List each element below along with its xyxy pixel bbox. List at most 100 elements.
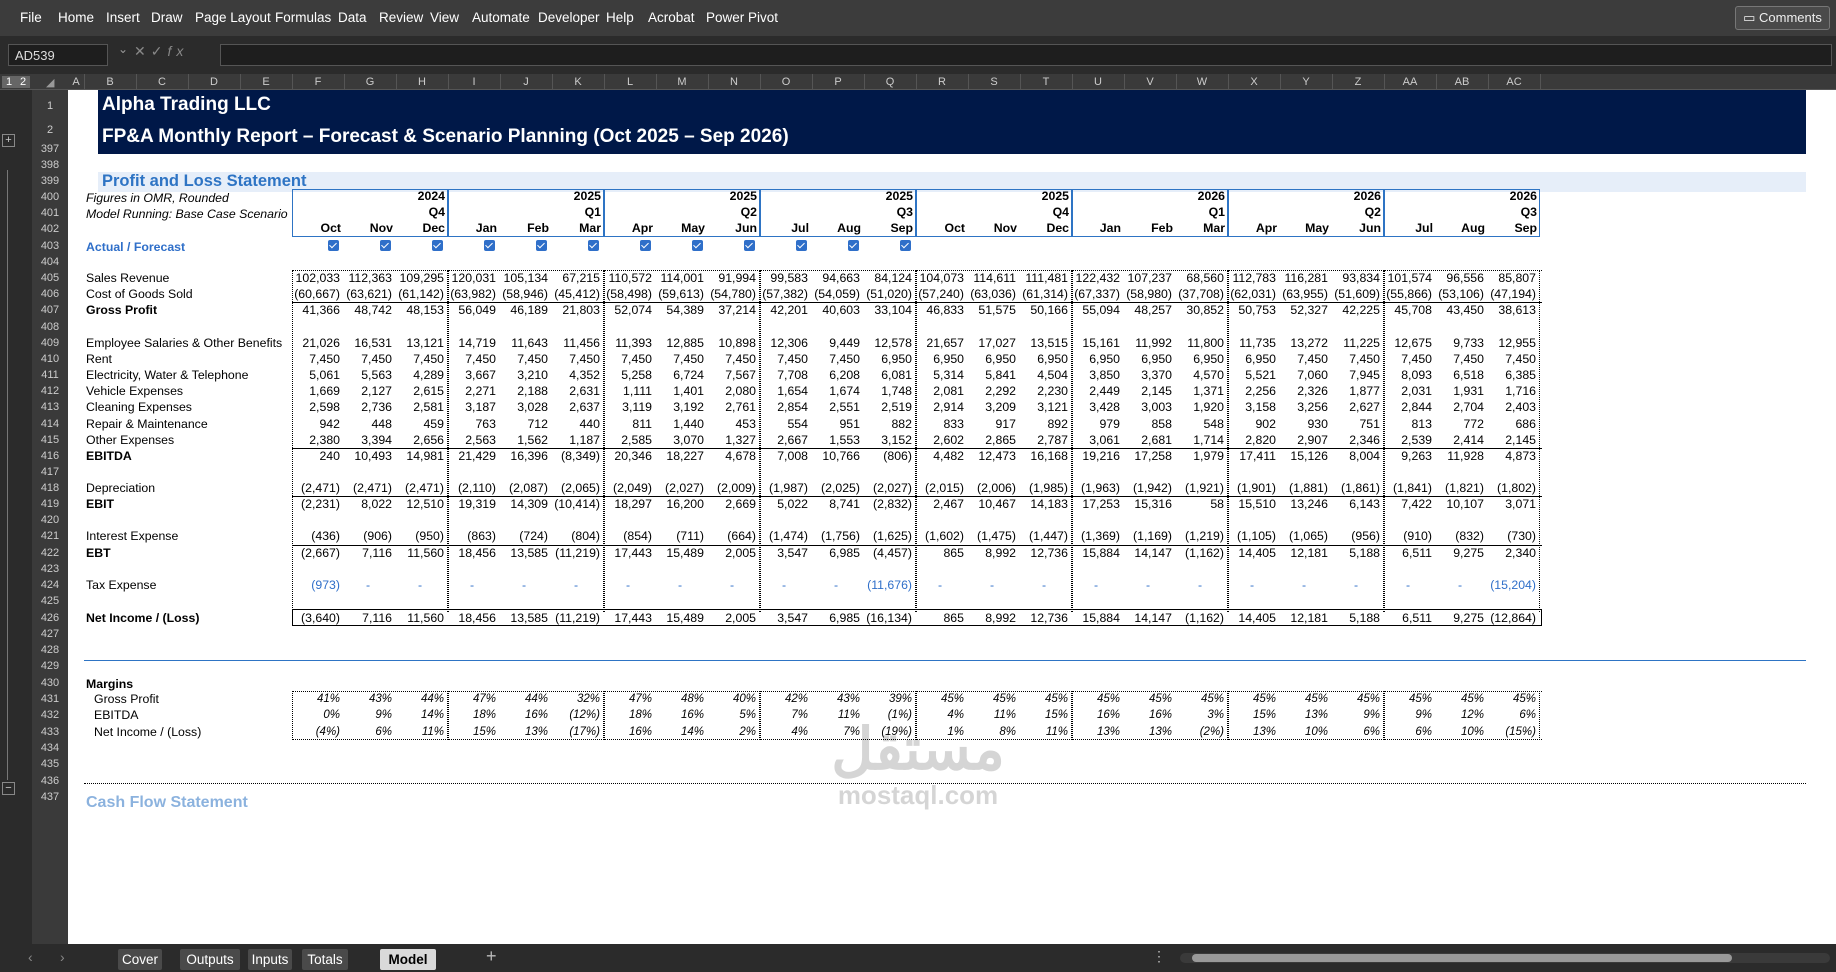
collapse-group-icon[interactable]: − — [2, 782, 15, 795]
pl-cell[interactable]: 51,575 — [978, 303, 1016, 317]
pl-cell[interactable]: (37,708) — [1178, 287, 1224, 301]
pl-cell[interactable]: (1,861) — [1341, 481, 1380, 495]
pl-cell[interactable]: 6,950 — [1089, 352, 1120, 366]
margin-cell[interactable]: 4% — [947, 709, 964, 721]
margin-cell[interactable]: 44% — [420, 693, 444, 705]
pl-cell[interactable]: 2,787 — [1037, 433, 1068, 447]
pl-cell[interactable]: 3,210 — [517, 368, 548, 382]
margin-cell[interactable]: 15% — [1252, 709, 1276, 721]
ribbon-tab-insert[interactable]: Insert — [106, 10, 140, 25]
pl-cell[interactable]: (55,866) — [1386, 287, 1432, 301]
pl-cell[interactable]: 6,385 — [1505, 368, 1536, 382]
margin-cell[interactable]: 6% — [375, 726, 392, 738]
row-header[interactable]: 415 — [40, 434, 60, 446]
column-header[interactable]: Y — [1302, 76, 1310, 88]
row-header[interactable]: 418 — [40, 482, 60, 494]
margin-cell[interactable]: 39% — [888, 693, 912, 705]
pl-cell[interactable]: (724) — [519, 529, 548, 543]
pl-cell[interactable]: (1,921) — [1185, 481, 1224, 495]
pl-cell[interactable]: - — [1145, 578, 1151, 592]
margin-cell[interactable]: 15% — [472, 726, 496, 738]
ribbon-tab-review[interactable]: Review — [379, 10, 424, 25]
pl-cell[interactable]: 751 — [1359, 417, 1380, 431]
pl-cell[interactable]: 813 — [1411, 417, 1432, 431]
pl-cell[interactable]: (1,105) — [1237, 529, 1276, 543]
pl-cell[interactable]: 2,519 — [881, 400, 912, 414]
pl-cell[interactable]: 7,945 — [1349, 368, 1380, 382]
pl-cell[interactable]: 30,852 — [1186, 303, 1224, 317]
pl-cell[interactable]: 14,405 — [1238, 546, 1276, 560]
margin-cell[interactable]: 7% — [791, 709, 808, 721]
pl-cell[interactable]: 5,521 — [1245, 368, 1276, 382]
pl-cell[interactable]: (16,134) — [866, 611, 912, 625]
pl-cell[interactable]: 16,168 — [1030, 449, 1068, 463]
pl-cell[interactable]: 16,531 — [354, 336, 392, 350]
pl-cell[interactable]: (63,955) — [1282, 287, 1328, 301]
pl-cell[interactable]: 3,209 — [985, 400, 1016, 414]
pl-cell[interactable]: (8,349) — [561, 449, 600, 463]
pl-cell[interactable]: 15,316 — [1134, 497, 1172, 511]
margin-cell[interactable]: 47% — [628, 693, 652, 705]
pl-cell[interactable]: (2,027) — [873, 481, 912, 495]
pl-cell[interactable]: 2,681 — [1141, 433, 1172, 447]
column-header[interactable]: AA — [1402, 76, 1418, 88]
pl-cell[interactable]: 2,551 — [829, 400, 860, 414]
row-header[interactable]: 413 — [40, 401, 60, 413]
horizontal-scrollbar[interactable] — [1180, 953, 1830, 963]
pl-cell[interactable]: 1,979 — [1193, 449, 1224, 463]
pl-cell[interactable]: 3,187 — [465, 400, 496, 414]
row-header[interactable]: 410 — [40, 353, 60, 365]
pl-cell[interactable]: 1,401 — [673, 384, 704, 398]
margin-cell[interactable]: 13% — [1304, 709, 1328, 721]
margin-cell[interactable]: 9% — [1363, 709, 1380, 721]
pl-cell[interactable]: 2,736 — [361, 400, 392, 414]
pl-cell[interactable]: - — [417, 578, 423, 592]
pl-cell[interactable]: (58,980) — [1126, 287, 1172, 301]
margin-cell[interactable]: (17%) — [569, 726, 600, 738]
pl-cell[interactable]: 8,093 — [1401, 368, 1432, 382]
pl-cell[interactable]: 763 — [475, 417, 496, 431]
pl-cell[interactable]: 15,884 — [1082, 546, 1120, 560]
sheet-tab-inputs[interactable]: Inputs — [248, 949, 292, 970]
actual-checkbox[interactable] — [900, 240, 911, 251]
margin-cell[interactable]: 32% — [576, 693, 600, 705]
pl-cell[interactable]: (906) — [363, 529, 392, 543]
sheet-tab-model[interactable]: Model — [380, 949, 436, 970]
formula-input[interactable] — [220, 44, 1832, 66]
pl-cell[interactable]: 2,403 — [1505, 400, 1536, 414]
actual-checkbox[interactable] — [588, 240, 599, 251]
sheet-grid[interactable]: Alpha Trading LLC FP&A Monthly Report – … — [68, 90, 1836, 944]
expand-group-icon[interactable]: + — [2, 134, 15, 147]
pl-cell[interactable]: - — [573, 578, 579, 592]
pl-cell[interactable]: 3,152 — [881, 433, 912, 447]
pl-cell[interactable]: 11,735 — [1239, 336, 1276, 350]
pl-cell[interactable]: 40,603 — [822, 303, 860, 317]
pl-cell[interactable]: 2,907 — [1297, 433, 1328, 447]
pl-cell[interactable]: (60,667) — [294, 287, 340, 301]
pl-cell[interactable]: 12,736 — [1030, 546, 1068, 560]
pl-cell[interactable]: 3,394 — [361, 433, 392, 447]
pl-cell[interactable]: 892 — [1047, 417, 1068, 431]
pl-cell[interactable]: (1,987) — [769, 481, 808, 495]
margin-cell[interactable]: 40% — [732, 693, 756, 705]
margin-cell[interactable]: 47% — [472, 693, 496, 705]
row-header[interactable]: 402 — [40, 223, 60, 235]
pl-cell[interactable]: (63,036) — [970, 287, 1016, 301]
more-options-icon[interactable]: ⋮ — [1152, 948, 1166, 964]
pl-cell[interactable]: 2,271 — [465, 384, 496, 398]
pl-cell[interactable]: 448 — [371, 417, 392, 431]
pl-cell[interactable]: 2,188 — [517, 384, 548, 398]
pl-cell[interactable]: 14,147 — [1134, 611, 1172, 625]
ribbon-tab-formulas[interactable]: Formulas — [275, 10, 332, 25]
column-header[interactable]: M — [677, 76, 687, 88]
pl-cell[interactable]: 1,187 — [569, 433, 600, 447]
column-header[interactable]: C — [158, 76, 166, 88]
pl-cell[interactable]: 712 — [527, 417, 548, 431]
pl-cell[interactable]: (1,475) — [977, 529, 1016, 543]
pl-cell[interactable]: 7,450 — [1349, 352, 1380, 366]
margin-cell[interactable]: 14% — [420, 709, 444, 721]
pl-cell[interactable]: 7,450 — [1505, 352, 1536, 366]
pl-cell[interactable]: - — [521, 578, 527, 592]
margin-cell[interactable]: 43% — [836, 693, 860, 705]
ribbon-tab-home[interactable]: Home — [58, 10, 95, 25]
